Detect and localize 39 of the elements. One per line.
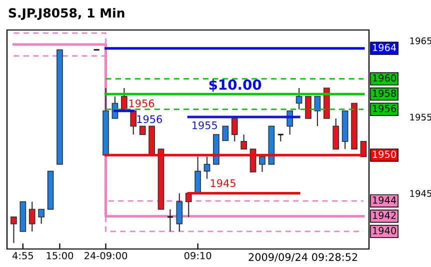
- text: 2009/09/24 09:28:52: [248, 253, 358, 262]
- y-tick-label: 1945: [410, 190, 431, 197]
- data-label: 1956: [372, 104, 396, 112]
- candlestick: [259, 156, 266, 172]
- y-tick-label: 1965: [410, 37, 431, 44]
- candlestick: [332, 118, 340, 150]
- candlestick: [28, 201, 36, 232]
- data-label: 1945: [210, 179, 236, 188]
- data-label: 1955: [192, 121, 217, 130]
- y-tick-label: 1955: [410, 114, 431, 121]
- data-label: 1964: [372, 44, 396, 52]
- x-tick-label: 24-09:00: [84, 252, 128, 260]
- data-label: 1960: [372, 74, 396, 82]
- chart-title: S.JP.J8058, 1 Min: [8, 8, 124, 20]
- candlestick: [194, 156, 201, 194]
- candlestick: [120, 87, 128, 110]
- data-label: 1942: [372, 212, 396, 220]
- candlestick: [305, 96, 312, 119]
- x-tick-label: 4:55: [12, 252, 33, 260]
- candlestick: [314, 96, 321, 127]
- data-label: 1956: [137, 115, 162, 124]
- annotation: 1956: [129, 99, 154, 108]
- candlestick: [296, 87, 302, 110]
- candlestick: [176, 192, 183, 232]
- candlestick: [240, 134, 248, 150]
- candlestick: [38, 208, 45, 224]
- x-tick-label: 09:10: [184, 252, 212, 260]
- annotation: $10.00: [209, 79, 262, 92]
- data-label: 1944: [372, 196, 396, 204]
- x-tick-label: 15:00: [46, 252, 74, 260]
- candlestick: [204, 156, 210, 180]
- data-label: 1950: [372, 150, 396, 158]
- data-label: 1958: [372, 90, 396, 97]
- candlestick: [222, 126, 229, 142]
- data-label: 1940: [372, 226, 396, 234]
- candlestick: [231, 118, 238, 142]
- candlestick: [130, 110, 137, 136]
- candlestick: [360, 140, 367, 158]
- candlestick: [10, 216, 17, 244]
